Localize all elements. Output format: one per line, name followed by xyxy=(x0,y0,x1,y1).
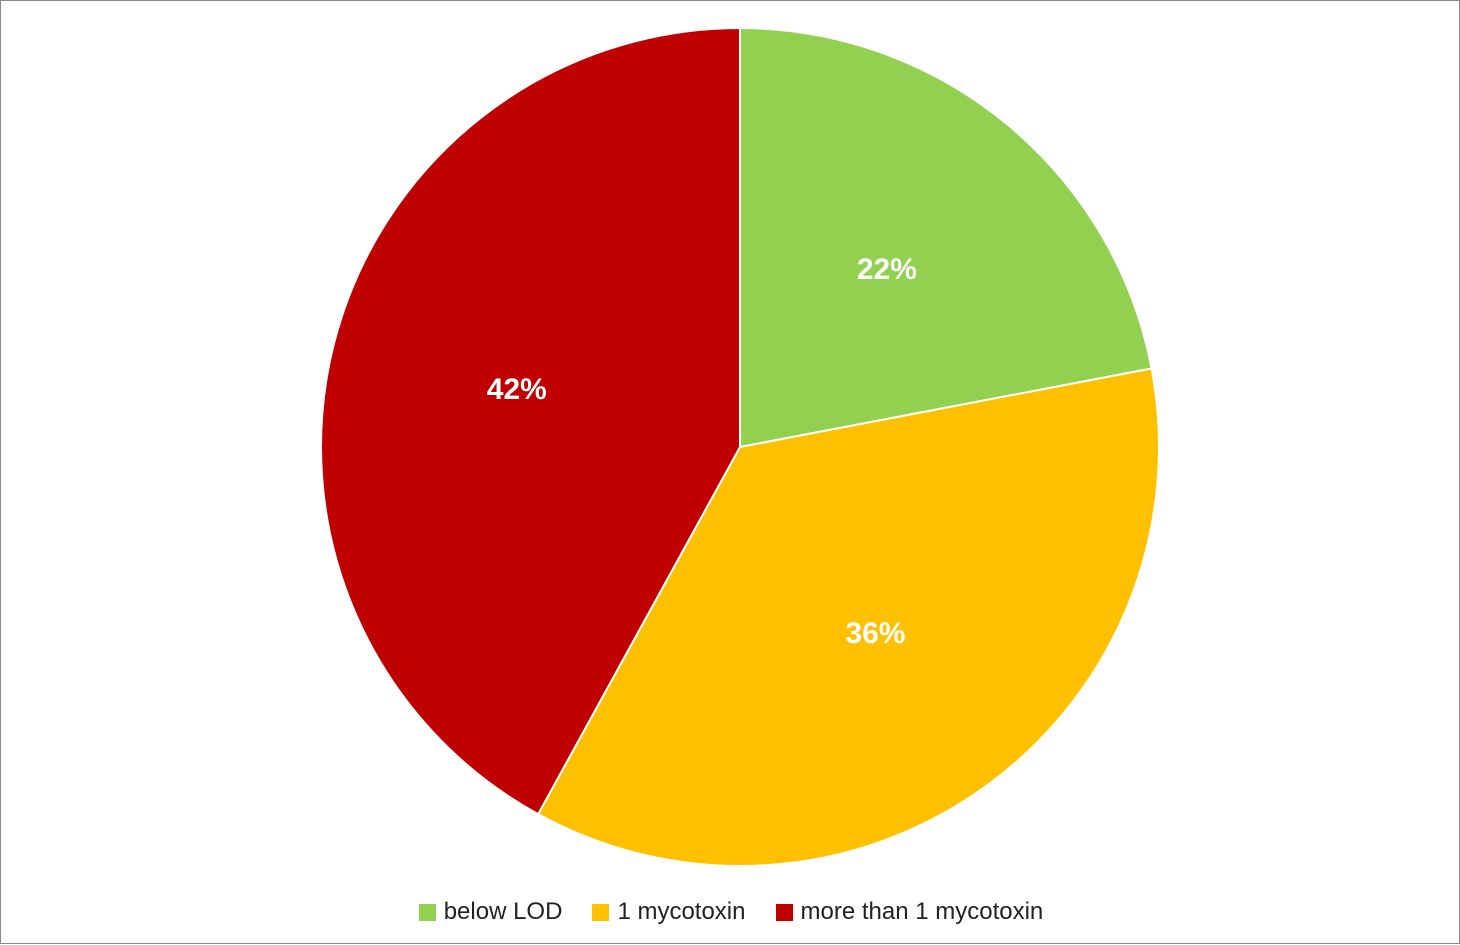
pie-slices xyxy=(320,26,1160,867)
legend-swatch-below-lod xyxy=(418,903,436,921)
data-label-more-than-1-mycotoxin: 42% xyxy=(487,373,547,406)
data-label-1-mycotoxin: 36% xyxy=(845,617,905,650)
legend-label-more-than-1-mycotoxin: more than 1 mycotoxin xyxy=(800,898,1044,925)
legend-swatch-more-than-1-mycotoxin xyxy=(775,903,793,921)
legend-item-below-lod: below LOD xyxy=(418,898,563,926)
pie-slice-below-lod xyxy=(739,26,1153,449)
legend-item-1-mycotoxin: 1 mycotoxin xyxy=(592,898,746,926)
pie-slice-1-mycotoxin xyxy=(536,367,1160,867)
data-label-below-lod: 22% xyxy=(857,253,917,286)
legend-label-below-lod: below LOD xyxy=(443,898,563,925)
pie-slice-labels: 22% 36% 42% xyxy=(487,253,917,650)
legend-swatch-1-mycotoxin xyxy=(592,903,610,921)
legend-item-more-than-1-mycotoxin: more than 1 mycotoxin xyxy=(775,898,1044,926)
legend-label-1-mycotoxin: 1 mycotoxin xyxy=(617,898,746,925)
pie-slice-more-than-1-mycotoxin xyxy=(320,26,741,816)
legend: below LOD 1 mycotoxin more than 1 mycoto… xyxy=(1,894,1460,930)
